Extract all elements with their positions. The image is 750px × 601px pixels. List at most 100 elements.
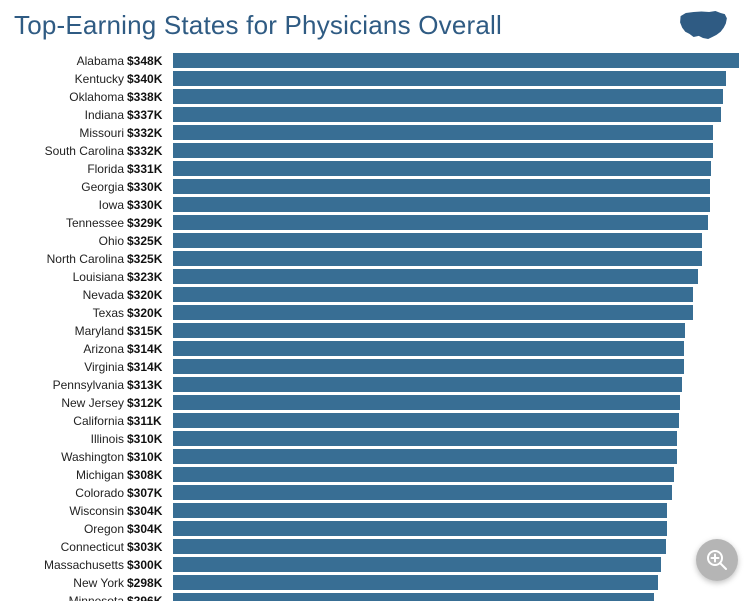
bar-track xyxy=(173,323,750,338)
row-value: $348K xyxy=(127,54,173,68)
bar xyxy=(173,431,677,446)
row-value: $310K xyxy=(127,432,173,446)
row-value: $323K xyxy=(127,270,173,284)
row-value: $320K xyxy=(127,306,173,320)
zoom-in-button[interactable] xyxy=(696,539,738,581)
row-value: $325K xyxy=(127,252,173,266)
chart-row: Illinois$310K xyxy=(0,430,750,447)
chart-row: Louisiana$323K xyxy=(0,268,750,285)
chart-row: Maryland$315K xyxy=(0,322,750,339)
row-value: $304K xyxy=(127,522,173,536)
row-value: $320K xyxy=(127,288,173,302)
bar-track xyxy=(173,71,750,86)
bar xyxy=(173,251,702,266)
row-label: Ohio xyxy=(0,234,127,248)
row-label: Maryland xyxy=(0,324,127,338)
bar-track xyxy=(173,485,750,500)
bar xyxy=(173,305,693,320)
row-label: Alabama xyxy=(0,54,127,68)
row-label: Iowa xyxy=(0,198,127,212)
bar-track xyxy=(173,503,750,518)
bar-track xyxy=(173,233,750,248)
magnify-plus-icon xyxy=(705,548,729,572)
chart-row: Arizona$314K xyxy=(0,340,750,357)
bar-track xyxy=(173,179,750,194)
row-label: Kentucky xyxy=(0,72,127,86)
bar-track xyxy=(173,431,750,446)
row-value: $332K xyxy=(127,126,173,140)
chart-row: New Jersey$312K xyxy=(0,394,750,411)
row-label: Texas xyxy=(0,306,127,320)
row-label: Virginia xyxy=(0,360,127,374)
row-value: $308K xyxy=(127,468,173,482)
chart-row: Minnesota$296K xyxy=(0,592,750,601)
bar-track xyxy=(173,377,750,392)
bar xyxy=(173,575,658,590)
bar xyxy=(173,395,680,410)
bar-track xyxy=(173,125,750,140)
chart-row: Florida$331K xyxy=(0,160,750,177)
bar xyxy=(173,125,713,140)
chart-row: Wisconsin$304K xyxy=(0,502,750,519)
row-label: Minnesota xyxy=(0,594,127,601)
row-value: $329K xyxy=(127,216,173,230)
chart-row: Texas$320K xyxy=(0,304,750,321)
chart-row: Oregon$304K xyxy=(0,520,750,537)
bar-track xyxy=(173,395,750,410)
row-label: New York xyxy=(0,576,127,590)
row-label: North Carolina xyxy=(0,252,127,266)
row-label: California xyxy=(0,414,127,428)
row-label: Florida xyxy=(0,162,127,176)
row-label: Oregon xyxy=(0,522,127,536)
bar xyxy=(173,215,708,230)
bar-track xyxy=(173,539,750,554)
row-label: Pennsylvania xyxy=(0,378,127,392)
chart-row: Kentucky$340K xyxy=(0,70,750,87)
bar xyxy=(173,179,710,194)
bar-track xyxy=(173,449,750,464)
bar xyxy=(173,413,679,428)
row-value: $338K xyxy=(127,90,173,104)
bar xyxy=(173,503,667,518)
row-label: Oklahoma xyxy=(0,90,127,104)
row-value: $340K xyxy=(127,72,173,86)
bar-track xyxy=(173,413,750,428)
chart-row: Colorado$307K xyxy=(0,484,750,501)
row-label: Nevada xyxy=(0,288,127,302)
row-value: $313K xyxy=(127,378,173,392)
row-value: $296K xyxy=(127,594,173,601)
row-label: Michigan xyxy=(0,468,127,482)
bar-track xyxy=(173,521,750,536)
chart-row: Alabama$348K xyxy=(0,52,750,69)
row-label: Indiana xyxy=(0,108,127,122)
chart-row: Connecticut$303K xyxy=(0,538,750,555)
row-value: $314K xyxy=(127,360,173,374)
chart-row: Washington$310K xyxy=(0,448,750,465)
bar xyxy=(173,467,674,482)
bar xyxy=(173,341,684,356)
us-map-icon xyxy=(678,8,730,42)
chart-row: Nevada$320K xyxy=(0,286,750,303)
row-value: $312K xyxy=(127,396,173,410)
chart-row: Georgia$330K xyxy=(0,178,750,195)
bar-chart: Alabama$348KKentucky$340KOklahoma$338KIn… xyxy=(0,52,750,601)
chart-row: Oklahoma$338K xyxy=(0,88,750,105)
bar xyxy=(173,89,723,104)
bar-track xyxy=(173,467,750,482)
row-label: Massachusetts xyxy=(0,558,127,572)
bar xyxy=(173,53,739,68)
chart-row: Michigan$308K xyxy=(0,466,750,483)
bar xyxy=(173,449,677,464)
row-value: $303K xyxy=(127,540,173,554)
chart-row: Iowa$330K xyxy=(0,196,750,213)
bar-track xyxy=(173,593,750,601)
row-label: Georgia xyxy=(0,180,127,194)
row-value: $337K xyxy=(127,108,173,122)
bar xyxy=(173,557,661,572)
row-value: $311K xyxy=(127,414,173,428)
row-label: Arizona xyxy=(0,342,127,356)
bar-track xyxy=(173,161,750,176)
chart-row: Virginia$314K xyxy=(0,358,750,375)
bar xyxy=(173,143,713,158)
chart-row: Ohio$325K xyxy=(0,232,750,249)
